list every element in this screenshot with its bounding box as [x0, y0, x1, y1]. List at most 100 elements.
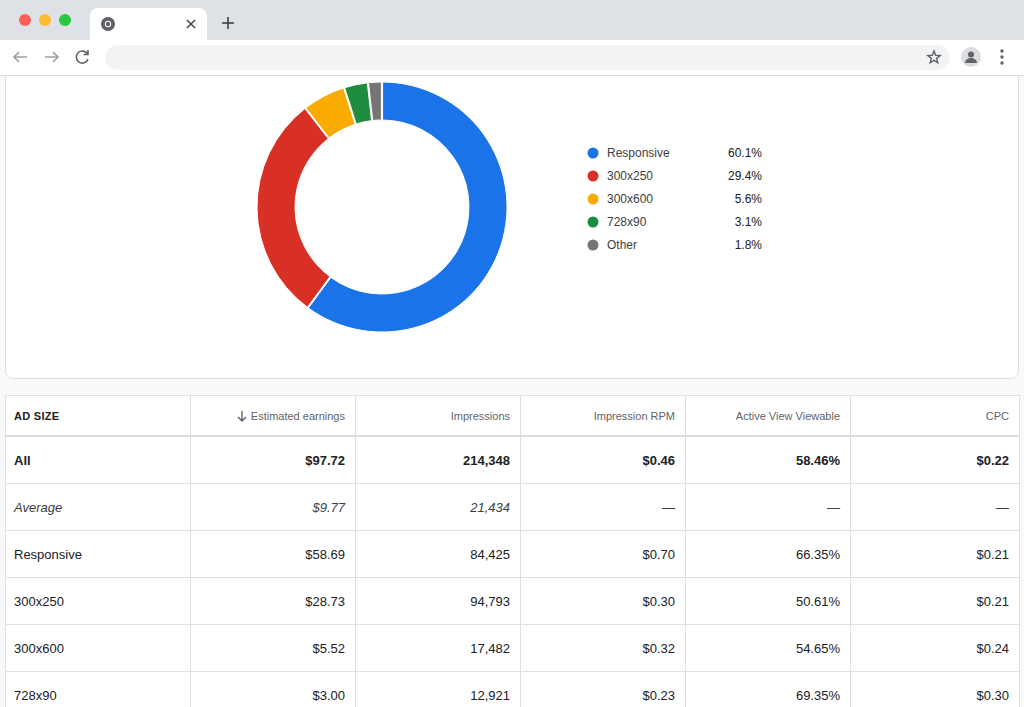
legend-label: 728x90 [607, 215, 647, 229]
header-row: AD SIZE Estimated earnings Impressions Impr… [6, 396, 1020, 437]
table-cell: $0.21 [851, 578, 1020, 625]
legend-label: Other [607, 238, 637, 252]
header-text: Impressions [451, 410, 510, 422]
bookmark-star[interactable] [928, 51, 940, 63]
toolbar [0, 40, 1024, 75]
tab[interactable] [90, 8, 207, 48]
sort-arrow[interactable] [237, 410, 247, 422]
profile-body [965, 58, 977, 63]
table-cell: $58.69 [191, 531, 356, 578]
cell-text: $0.23 [642, 688, 675, 703]
cell-text: $0.21 [976, 547, 1009, 562]
slice[interactable] [345, 83, 372, 124]
legend-value: 60.1% [728, 146, 762, 160]
chart-card [5, 55, 1019, 379]
table-cell: 50.61% [686, 578, 851, 625]
table-cell: 214,348 [356, 436, 521, 484]
maximize-window[interactable] [59, 14, 71, 26]
table-row: 300x600$5.5217,482$0.3254.65%$0.24 [6, 625, 1020, 672]
tab-close[interactable] [187, 20, 195, 28]
table-cell: $0.32 [521, 625, 686, 672]
table-row: Responsive $58.69 84,425 $0.70 66.35% $0.21 [6, 531, 1020, 578]
column-header[interactable]: Impressions [356, 396, 521, 437]
table-cell: $9.77 [191, 484, 356, 531]
favicon-outer [101, 17, 115, 31]
cell-text: 54.65% [796, 641, 840, 656]
cell-text: 66.35% [796, 547, 840, 562]
column-header[interactable]: Impression RPM [521, 396, 686, 437]
cell-text: $0.70 [642, 547, 675, 562]
cell-text: $9.77 [312, 500, 345, 515]
column-header[interactable]: Active View Viewable [686, 396, 851, 437]
cell-text: 21,434 [470, 500, 510, 515]
cell-text: 300x250 [14, 594, 64, 609]
legend-value: 3.1% [735, 215, 763, 229]
tab-join [90, 38, 207, 42]
tab-favicon [101, 17, 115, 31]
cell-text: 58.46% [796, 453, 840, 468]
close-window[interactable] [19, 14, 31, 26]
cell-text: 94,793 [470, 594, 510, 609]
profile-circle [961, 47, 981, 67]
table-cell: 300x600 [6, 625, 191, 672]
table-cell: $28.73 [191, 578, 356, 625]
slices [257, 82, 507, 332]
table-row: 728x90$3.0012,921$0.2369.35%$0.30 [6, 672, 1020, 707]
address-bar[interactable] [105, 45, 950, 70]
cell-text: All [14, 453, 31, 468]
table-cell: 54.65% [686, 625, 851, 672]
cell-text: 12,921 [470, 688, 510, 703]
reload-button[interactable] [76, 50, 88, 63]
table-cell: Responsive [6, 531, 191, 578]
cell-text: Responsive [14, 547, 82, 562]
table-cell: — [686, 484, 851, 531]
column-header[interactable]: AD SIZE [6, 396, 191, 437]
legend-label: 300x600 [607, 192, 653, 206]
menu-dot[interactable] [1000, 49, 1003, 52]
menu-dot[interactable] [1000, 55, 1003, 58]
table-cell: 12,921 [356, 672, 521, 707]
menu-dot[interactable] [1000, 61, 1003, 64]
cell-text: 84,425 [470, 547, 510, 562]
tab-close-stroke [187, 20, 195, 28]
header-text: CPC [986, 410, 1009, 422]
cell-text: $0.22 [976, 453, 1009, 468]
table-cell: 69.35% [686, 672, 851, 707]
minimize-window[interactable] [39, 14, 51, 26]
toolbar-divider [0, 75, 1024, 76]
slice[interactable] [257, 109, 330, 308]
tab-close-stroke [187, 20, 195, 28]
cell-text: 728x90 [14, 688, 57, 703]
sort-arrow-stroke [238, 411, 246, 421]
legend-label: Responsive [607, 146, 670, 160]
table-cell: Average [6, 484, 191, 531]
cell-text: 300x600 [14, 641, 64, 656]
slice[interactable] [368, 82, 381, 120]
table-cell: 728x90 [6, 672, 191, 707]
column-header[interactable]: CPC [851, 396, 1020, 437]
legend-swatch [588, 171, 599, 182]
table-cell: 21,434 [356, 484, 521, 531]
table-cell: $0.70 [521, 531, 686, 578]
cell-text: $28.73 [305, 594, 345, 609]
cell-text: — [662, 500, 675, 515]
table-cell: 17,482 [356, 625, 521, 672]
table-cell: 94,793 [356, 578, 521, 625]
column-header[interactable]: Estimated earnings [191, 396, 356, 437]
legend-value: 1.8% [735, 238, 763, 252]
header-text: Estimated earnings [251, 410, 345, 422]
cell-text: $0.32 [642, 641, 675, 656]
header-text: Impression RPM [594, 410, 675, 422]
legend-label: 300x250 [607, 169, 653, 183]
forward-button[interactable] [45, 52, 58, 62]
back-button[interactable] [14, 52, 27, 62]
profile-button[interactable] [961, 47, 981, 67]
cell-text: 50.61% [796, 594, 840, 609]
cell-text: $0.30 [976, 688, 1009, 703]
legend-swatch [588, 240, 599, 251]
table-row: All$97.72214,348$0.4658.46%$0.22 [6, 436, 1020, 484]
new-tab[interactable] [222, 17, 234, 29]
table-cell: $5.52 [191, 625, 356, 672]
cell-text: $58.69 [305, 547, 345, 562]
table-cell: $0.30 [521, 578, 686, 625]
